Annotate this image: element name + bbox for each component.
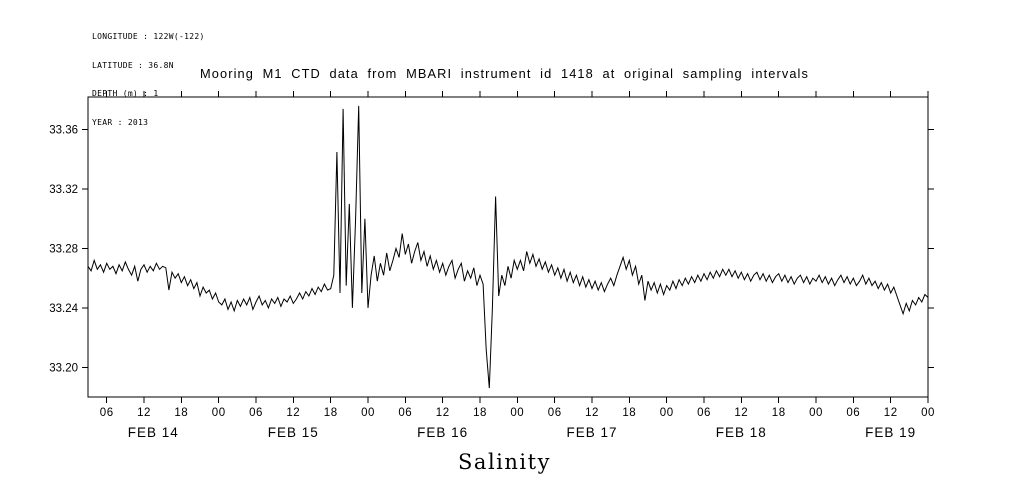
y-tick-label: 33.32: [49, 184, 78, 196]
x-tick-label: 00: [212, 407, 226, 419]
x-tick-label: 12: [734, 407, 748, 419]
x-tick-label: 12: [137, 407, 151, 419]
x-tick-label: 12: [585, 407, 599, 419]
x-tick-label: 12: [436, 407, 450, 419]
salinity-line: [87, 105, 929, 389]
x-tick-label: 06: [548, 407, 562, 419]
x-tick-label: 18: [324, 407, 338, 419]
x-tick-label: 06: [100, 407, 114, 419]
day-label: FEB 14: [128, 425, 179, 440]
day-label: FEB 18: [716, 425, 767, 440]
x-tick-label: 18: [473, 407, 487, 419]
y-tick-label: 33.36: [49, 125, 78, 137]
metadata-block: LONGITUDE : 122W(-122) LATITUDE : 36.8N …: [92, 13, 205, 146]
x-tick-label: 12: [884, 407, 898, 419]
x-tick-label: 06: [846, 407, 860, 419]
plot-frame: [87, 96, 929, 398]
y-tick-label: 33.24: [49, 303, 78, 315]
x-tick-label: 00: [921, 407, 935, 419]
x-tick-label: 00: [660, 407, 674, 419]
x-tick-label: 18: [772, 407, 786, 419]
day-label: FEB 19: [865, 425, 916, 440]
x-tick-label: 18: [622, 407, 636, 419]
day-label: FEB 17: [566, 425, 617, 440]
x-tick-label: 06: [697, 407, 711, 419]
x-tick-label: 12: [286, 407, 300, 419]
meta-year: YEAR : 2013: [92, 117, 149, 127]
x-tick-label: 00: [809, 407, 823, 419]
meta-longitude: LONGITUDE : 122W(-122): [92, 32, 205, 41]
y-tick-label: 33.20: [49, 362, 78, 374]
day-label: FEB 15: [268, 425, 319, 440]
x-tick-label: 18: [174, 407, 188, 419]
plot-title: Mooring M1 CTD data from MBARI instrumen…: [200, 66, 809, 81]
x-tick-label: 00: [361, 407, 375, 419]
meta-latitude: LATITUDE : 36.8N: [92, 60, 174, 70]
axis-caption-salinity: Salinity: [458, 450, 551, 474]
meta-depth: DEPTH (m) : 1: [92, 89, 159, 98]
x-tick-label: 06: [249, 407, 263, 419]
x-tick-label: 06: [398, 407, 412, 419]
day-label: FEB 16: [417, 425, 468, 440]
y-tick-label: 33.28: [49, 244, 78, 256]
x-tick-label: 00: [510, 407, 524, 419]
